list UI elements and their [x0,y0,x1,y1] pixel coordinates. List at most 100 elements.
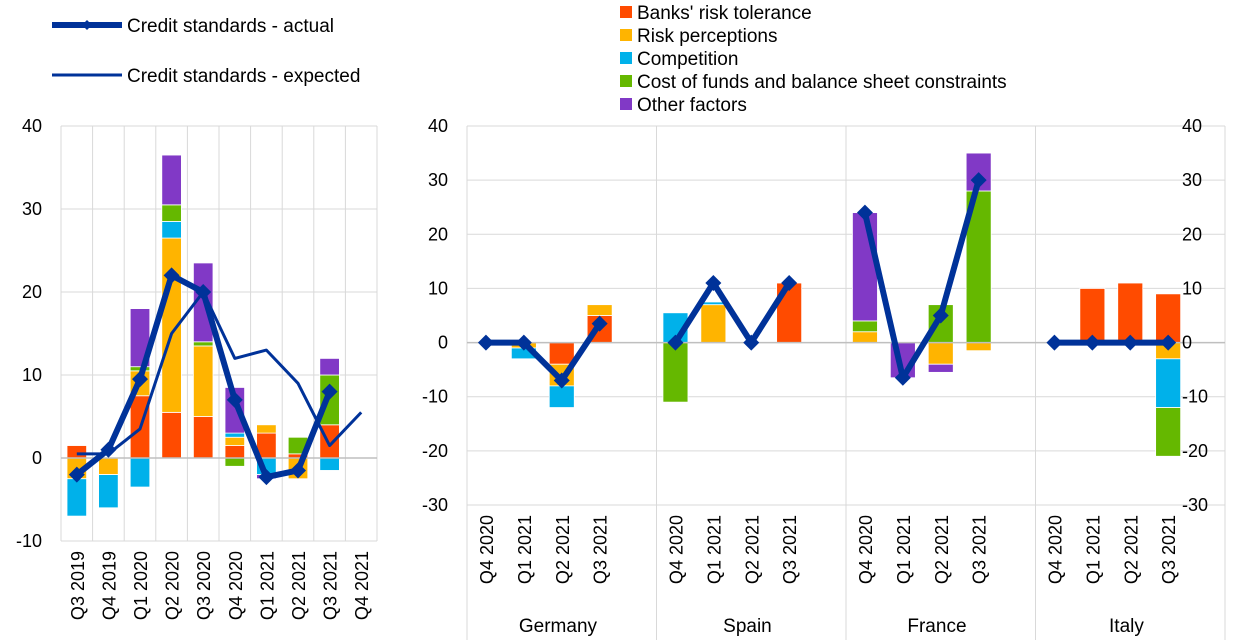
right-y-tick-label-left: 10 [428,278,448,298]
left-actual-marker [68,466,85,483]
left-bar-segment-cost-of-funds-and-balance-sheet-constraints [319,374,340,426]
right-actual-marker [1122,334,1139,351]
left-bar-segment-competition [98,474,119,509]
right-bar-segment-risk-perceptions [586,304,613,316]
right-line-actual-france [862,179,982,381]
left-x-tick-label: Q4 2021 [352,551,372,620]
left-bar-segment-risk-perceptions [98,457,119,476]
left-bar-segment-risk-perceptions [193,345,214,417]
left-x-tick-label: Q3 2021 [321,551,341,620]
right-bar-segment-cost-of-funds-and-balance-sheet-constraints [1155,407,1182,457]
left-bar-segment-cost-of-funds-and-balance-sheet-constraints [224,457,245,467]
right-gridlines [466,125,1226,640]
left-x-tick-label: Q3 2019 [68,551,88,620]
right-x-tick-label: Q1 2021 [894,515,914,584]
left-line-expected [76,290,363,456]
right-x-tick-label: Q2 2021 [742,515,762,584]
right-actual-marker [970,172,987,189]
left-x-tick-label: Q4 2020 [226,551,246,620]
right-y-tick-label-left: 40 [428,116,448,136]
right-line-actual-germany [485,321,603,384]
left-x-tick-label: Q1 2021 [257,551,277,620]
left-actual-marker [226,391,243,408]
right-y-tick-label-left: -30 [422,495,448,515]
right-x-tick-label: Q2 2021 [932,515,952,584]
legend-swatch-cost-of-funds-and-balance-sheet-constraints [620,75,632,87]
left-actual-marker [100,441,117,458]
right-y-tick-label-left: 20 [428,224,448,244]
right-actual-marker [515,334,532,351]
left-bar-segment-cost-of-funds-and-balance-sheet-constraints [161,204,182,222]
right-bar-segment-competition [548,385,575,408]
left-actual-marker [163,267,180,284]
right-bar-segment-risk-perceptions [965,342,992,352]
left-bar-segment-risk-perceptions [224,436,245,446]
right-y-tick-label-right: 10 [1182,278,1202,298]
right-bar-segment-cost-of-funds-and-balance-sheet-constraints [662,342,689,403]
legend-label-risk-perceptions: Risk perceptions [637,26,777,47]
right-bar-segment-banks-risk-tolerance [776,282,803,343]
right-y-tick-label-left: 0 [438,333,448,353]
right-actual-marker [932,307,949,324]
left-lines [68,267,363,486]
right-x-tick-label: Q1 2021 [515,515,535,584]
right-x-tick-label: Q2 2021 [553,515,573,584]
left-bar-segment-banks-risk-tolerance [66,445,87,459]
right-bar-segment-banks-risk-tolerance [1117,282,1144,343]
right-x-tick-label: Q4 2020 [856,515,876,584]
left-gridlines [60,125,378,542]
right-y-tick-label-right: 30 [1182,170,1202,190]
legend-actual-marker [82,20,92,30]
legend-label-banks-risk-tolerance: Banks' risk tolerance [637,3,812,24]
group-label-france: France [907,616,966,637]
right-bar-segment-other-factors [927,363,954,373]
right-bar-segment-competition [1155,358,1182,408]
right-x-tick-label: Q3 2021 [1159,515,1179,584]
right-x-tick-label: Q4 2020 [666,515,686,584]
right-bar-segment-competition [700,301,727,306]
left-y-tick-label: 30 [22,199,42,219]
left-bar-segment-cost-of-funds-and-balance-sheet-constraints [193,341,214,347]
left-panel: -10 0 10 20 30 40 Q3 2019 Q4 2019 Q1 2020 Q2 2020… [16,116,378,620]
left-y-tick-label: 0 [32,448,42,468]
left-x-tick-label: Q3 2020 [194,551,214,620]
right-y-tick-label-left: -20 [422,441,448,461]
right-x-tick-label: Q3 2021 [970,515,990,584]
right-actual-marker [894,369,911,386]
right-actual-marker [1084,334,1101,351]
legend-label-credit-standards-actual: Credit standards - actual [127,16,334,37]
legend-label-other-factors: Other factors [637,95,747,116]
left-bar-segment-banks-risk-tolerance [161,411,182,459]
right-actual-marker [553,372,570,389]
right-actual-marker [477,334,494,351]
right-bar-segment-other-factors [852,212,878,322]
right-y-tick-label-right: 20 [1182,224,1202,244]
right-y-tick-label-right: -10 [1182,387,1208,407]
legend-left: Credit standards - actual Credit standard… [52,16,360,87]
left-bar-segment-risk-perceptions [256,424,277,434]
legend-label-credit-standards-expected: Credit standards - expected [127,66,360,87]
right-actual-marker [705,275,722,292]
group-label-germany: Germany [519,616,598,637]
right-x-tick-label: Q2 2021 [1121,515,1141,584]
right-y-tick-label-left: -10 [422,387,448,407]
left-y-tick-label: 40 [22,116,42,136]
left-x-tick-label: Q4 2019 [99,551,119,620]
right-y-tick-label-right: 0 [1182,333,1192,353]
right-bar-segment-risk-perceptions [700,304,727,343]
legend-label-competition: Competition [637,49,738,70]
left-actual-marker [321,383,338,400]
group-label-italy: Italy [1109,616,1144,637]
right-bar-segment-risk-perceptions [927,342,954,365]
right-y-tick-label-left: 30 [428,170,448,190]
group-label-spain: Spain [723,616,772,637]
legend-swatch-other-factors [620,98,632,110]
right-y-tick-label-right: 40 [1182,116,1202,136]
left-x-tick-label: Q2 2021 [289,551,309,620]
left-bar-segment-banks-risk-tolerance [224,445,245,459]
left-bar-segment-other-factors [319,357,340,376]
left-y-tick-label: 10 [22,365,42,385]
right-x-tick-label: Q4 2020 [1045,515,1065,584]
